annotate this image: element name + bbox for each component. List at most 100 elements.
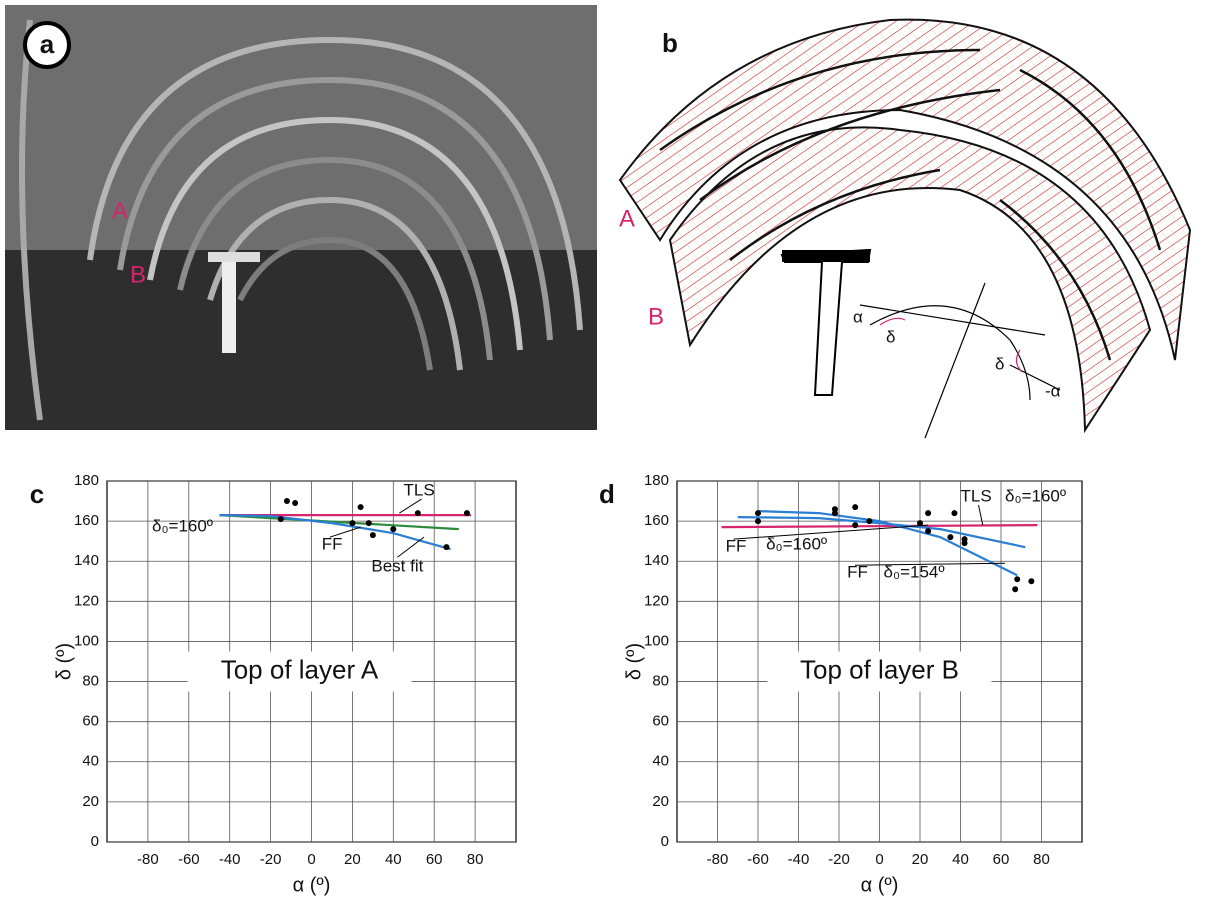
y-tick-label: 120 [74, 592, 99, 609]
hammer-head [782, 250, 870, 262]
y-tick-label: 80 [652, 673, 669, 690]
hammer-handle [222, 258, 236, 353]
data-point [369, 532, 376, 539]
panel-label: b [662, 28, 678, 58]
x-tick-label: -40 [788, 851, 810, 868]
y-tick-label: 20 [652, 793, 669, 810]
angle-symbol: δ [886, 327, 895, 346]
angle-symbol: δ [995, 354, 1004, 373]
y-axis-label: δ (º) [623, 643, 645, 680]
data-point [925, 528, 932, 535]
y-tick-label: 140 [644, 552, 669, 569]
layer-a [618, 18, 1192, 361]
x-tick-label: -60 [178, 851, 200, 868]
annotation: δ₀=154º [884, 563, 945, 582]
fit-line [757, 509, 1018, 577]
data-point [390, 526, 397, 533]
y-axis-label: δ (º) [53, 643, 75, 680]
data-point [277, 516, 284, 523]
data-point [951, 510, 958, 517]
y-tick-label: 160 [644, 512, 669, 529]
data-point [292, 500, 299, 507]
chart: 0 20 40 60 80 100 120 140 160 180 -80 -60 -40 -20 0 20 4… [599, 472, 1083, 896]
data-point [1028, 578, 1035, 585]
x-axis-label: α (º) [861, 874, 899, 896]
annotation: TLS [961, 487, 992, 506]
title-box [767, 651, 992, 692]
y-tick-label: 100 [74, 632, 99, 649]
y-tick-label: 180 [644, 472, 669, 489]
annotation: δ₀=160º [766, 535, 827, 554]
panel-badge [23, 21, 71, 69]
x-tick-label: 20 [344, 851, 361, 868]
annotation: δ₀=160º [152, 517, 213, 536]
x-tick-label: -40 [219, 851, 241, 868]
data-point [961, 536, 968, 543]
photo-shadow [5, 250, 597, 430]
panel-label: a [40, 29, 55, 59]
data-point [349, 520, 356, 527]
y-tick-label: 160 [74, 512, 99, 529]
x-tick-label: -20 [260, 851, 282, 868]
photo-layers [19, 19, 583, 421]
annotation: FF [726, 537, 747, 556]
y-tick-label: 100 [644, 632, 669, 649]
x-tick-label: 80 [467, 851, 484, 868]
hammer-head [208, 252, 260, 262]
angle-symbol: -α [1045, 381, 1061, 400]
data-point [831, 506, 838, 513]
annotation-arrow [855, 562, 1006, 566]
data-point [947, 534, 954, 541]
x-tick-label: 60 [993, 851, 1010, 868]
x-tick-label: -60 [747, 851, 769, 868]
data-point [365, 520, 372, 527]
chart: 0 20 40 60 80 100 120 140 160 180 -80 -60 -40 -20 0 20 4… [30, 472, 517, 896]
layer-marker: B [130, 261, 146, 288]
fit-line [219, 513, 451, 551]
y-tick-label: 0 [661, 833, 669, 850]
data-point [917, 520, 923, 527]
x-tick-label: 80 [1033, 851, 1050, 868]
fit-line [721, 524, 1038, 529]
y-tick-label: 0 [91, 833, 99, 850]
x-tick-label: 20 [912, 851, 929, 868]
layer-marker: A [112, 197, 128, 224]
panel-label: c [30, 479, 44, 509]
data-point [443, 544, 450, 551]
photo-panel: a A B [5, 5, 597, 430]
annotation-arrow [329, 526, 361, 538]
diagram-panel: b A B α δ δ -α [618, 18, 1192, 439]
angle-sketch [859, 282, 1061, 439]
x-tick-label: 0 [307, 851, 315, 868]
data-point [1012, 586, 1019, 593]
x-tick-label: 40 [952, 851, 969, 868]
chart-title: Top of layer B [800, 654, 959, 684]
fit-line [219, 513, 459, 531]
y-tick-label: 80 [82, 673, 99, 690]
y-tick-label: 140 [74, 552, 99, 569]
data-point [283, 498, 290, 505]
y-tick-label: 20 [82, 793, 99, 810]
data-point [414, 510, 421, 517]
data-point [866, 518, 873, 525]
y-tick-label: 60 [652, 713, 669, 730]
title-box [187, 651, 412, 692]
data-point [852, 504, 859, 511]
layer-marker: A [619, 205, 635, 232]
fit-line [737, 516, 1026, 549]
x-tick-label: -80 [707, 851, 729, 868]
annotation: FF [847, 563, 868, 582]
x-tick-label: 60 [426, 851, 443, 868]
x-tick-label: -80 [137, 851, 159, 868]
data-point [852, 522, 859, 529]
y-tick-label: 60 [82, 713, 99, 730]
y-tick-label: 40 [82, 753, 99, 770]
data-point [463, 510, 470, 517]
annotation: FF [322, 535, 343, 554]
y-tick-label: 40 [652, 753, 669, 770]
data-point [1014, 576, 1021, 583]
annotation-arrow [733, 524, 929, 540]
data-point [755, 518, 761, 525]
data-point [755, 510, 761, 517]
